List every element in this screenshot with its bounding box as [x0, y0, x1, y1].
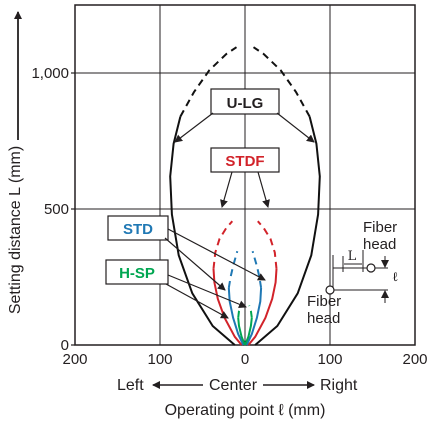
y-tick-label: 1,000 — [31, 65, 69, 82]
series-u-lg-right-solid — [254, 116, 321, 346]
series-u-lg-left-solid — [169, 116, 236, 346]
legend-std: STD — [107, 215, 266, 291]
svg-text:U-LG: U-LG — [227, 95, 264, 112]
svg-text:STD: STD — [123, 221, 153, 238]
x-tick-label: 100 — [317, 351, 342, 368]
series-stdf-right-dashed — [257, 220, 278, 269]
legend-h-sp: H-SP — [105, 259, 247, 319]
series-u-lg-left-dashed — [179, 46, 238, 117]
y-axis-title: Setting distance L (mm) — [7, 146, 24, 314]
series-h-sp-left-dashed — [237, 305, 242, 318]
x-tick-label: 0 — [241, 351, 249, 368]
series-h-sp-right-solid — [244, 317, 253, 346]
legend-stdf: STDF — [210, 147, 280, 208]
svg-text:ℓ: ℓ — [392, 270, 398, 285]
y-tick-label: 0 — [61, 337, 69, 354]
legend-u-lg: U-LG — [174, 88, 315, 143]
x-tick-labels: 200 100 0 100 200 — [62, 351, 427, 368]
series-h-sp-left-solid — [237, 317, 246, 346]
svg-text:STDF: STDF — [225, 153, 264, 170]
x-direction-right: Right — [320, 377, 358, 394]
grid — [75, 5, 415, 345]
x-tick-label: 100 — [147, 351, 172, 368]
series-stdf-left-dashed — [212, 220, 234, 269]
x-direction-center: Center — [209, 377, 258, 394]
svg-text:Fiber: Fiber — [307, 293, 341, 310]
series-stdf-right-solid — [247, 268, 278, 346]
svg-text:head: head — [363, 236, 396, 253]
svg-text:Fiber: Fiber — [363, 219, 397, 236]
series-std-left-solid — [227, 287, 245, 346]
inset-diagram: Fiber head Fiber head L ℓ — [307, 219, 398, 327]
svg-text:H-SP: H-SP — [119, 265, 155, 282]
x-direction-left: Left — [117, 377, 144, 394]
y-tick-label: 500 — [44, 201, 69, 218]
x-tick-label: 200 — [62, 351, 87, 368]
series-u-lg-right-dashed — [252, 46, 311, 117]
x-axis-title: Operating point ℓ (mm) — [165, 402, 326, 419]
series-std-right-solid — [245, 287, 263, 346]
x-tick-label: 200 — [402, 351, 427, 368]
series-h-sp-right-dashed — [248, 305, 253, 318]
series-std-right-dashed — [251, 250, 263, 289]
svg-text:head: head — [307, 310, 340, 327]
series-std-left-dashed — [227, 250, 239, 289]
y-tick-labels: 0 500 1,000 — [31, 65, 75, 354]
svg-text:L: L — [348, 249, 357, 264]
